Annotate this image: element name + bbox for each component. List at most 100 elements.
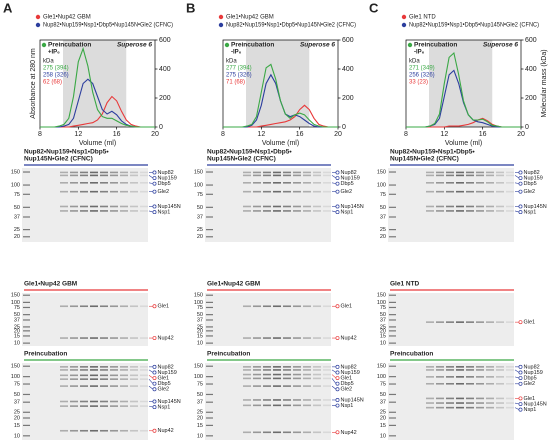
gel-band	[456, 210, 464, 212]
gel-band	[130, 429, 138, 432]
x-tick-label: 16	[296, 131, 304, 138]
gel-band	[80, 369, 88, 371]
legend-label: Preincubation	[48, 42, 91, 49]
band-marker	[335, 430, 340, 435]
gel-band	[70, 174, 78, 177]
gel-band	[426, 382, 434, 385]
gel-band	[273, 431, 281, 434]
gel-band	[506, 366, 514, 368]
y2-tick-label: 0	[525, 124, 529, 131]
gel-band	[283, 404, 291, 407]
gel-band	[323, 399, 331, 401]
gel-band	[466, 205, 474, 208]
gel-band	[253, 385, 261, 387]
gel-band	[70, 405, 78, 407]
ladder-label: 37	[380, 400, 386, 406]
gel-band	[506, 174, 514, 177]
gel-band	[466, 190, 474, 193]
gel-band	[243, 190, 251, 193]
band-pointer	[514, 369, 520, 373]
band-label: Gle2	[158, 189, 170, 195]
ladder-label: 15	[380, 333, 386, 339]
gel-band	[283, 431, 291, 434]
gel-band	[426, 376, 434, 378]
band-pointer	[331, 374, 337, 379]
gel-band	[243, 337, 251, 339]
panel-label: B	[186, 0, 195, 15]
gel-band	[313, 369, 321, 371]
x-tick-label: 12	[440, 131, 448, 138]
gel	[22, 168, 148, 242]
gel-band	[486, 376, 494, 378]
gel-band	[130, 182, 138, 184]
gel-band	[243, 385, 251, 387]
gel-band	[130, 378, 138, 380]
mass-label: 258 (326)	[43, 73, 69, 79]
gel-band	[253, 366, 261, 368]
gel	[205, 363, 331, 440]
gel-band	[303, 205, 311, 208]
gel-band	[253, 171, 261, 174]
legend-label: Nup82•Nup159•Nsp1•Dbp5•Nup145N•Gle2 (CFN…	[43, 23, 173, 29]
band-marker	[518, 370, 523, 375]
band-label: Nup82	[158, 364, 174, 370]
ladder-label: 75	[380, 305, 386, 311]
ladder-band	[206, 301, 213, 303]
band-label: Nup145N	[524, 401, 547, 407]
ladder-label: 10	[14, 341, 20, 347]
gel-band	[436, 376, 444, 378]
gel-band	[130, 385, 138, 387]
gel-band	[313, 205, 321, 208]
ladder-band	[206, 306, 213, 309]
ladder-band	[23, 383, 30, 385]
gel-band	[120, 374, 128, 377]
legend-marker	[401, 22, 407, 28]
band-label: Dbp5	[341, 381, 354, 387]
ladder-band	[206, 411, 213, 413]
gel-band	[253, 305, 261, 308]
gel-band	[60, 369, 68, 371]
band-marker	[335, 370, 340, 375]
ladder-band	[389, 401, 396, 403]
band-label: Nsp1	[341, 210, 354, 216]
band-marker	[335, 381, 340, 386]
x-tick-label: 8	[38, 131, 42, 138]
gel-band	[110, 205, 118, 208]
gel-band	[110, 369, 118, 371]
gel-band	[506, 406, 514, 409]
gel-band	[313, 337, 321, 339]
ladder-band	[206, 335, 213, 337]
gel-band	[110, 305, 118, 308]
gel-band	[80, 305, 88, 308]
gel-band	[426, 402, 434, 404]
gel-band	[456, 182, 464, 184]
gel-band	[476, 376, 484, 378]
gel-band	[303, 190, 311, 193]
gel-band	[80, 337, 88, 339]
ladder-band	[206, 206, 213, 208]
gel-band	[70, 182, 78, 184]
ladder-label: 25	[14, 410, 20, 416]
band-label: Nup159	[158, 175, 177, 181]
band-label: Nsp1	[341, 403, 354, 409]
gel-band	[253, 373, 261, 376]
ladder-band	[206, 393, 213, 396]
gel-band	[506, 205, 514, 208]
gel-band	[303, 174, 311, 177]
ladder-band	[389, 417, 396, 419]
gel-band	[426, 397, 434, 400]
gel-band	[100, 405, 108, 407]
mass-unit: kDa	[226, 59, 237, 65]
ladder-label: 50	[380, 205, 386, 211]
ladder-label: 15	[14, 333, 20, 339]
condition-label: +IP₆	[48, 50, 60, 56]
gel-band	[263, 404, 271, 407]
band-label: Nup42	[158, 428, 174, 434]
gel-band	[140, 174, 148, 177]
band-marker	[335, 364, 340, 369]
ladder-band	[389, 193, 396, 195]
gel-band	[273, 404, 281, 407]
ladder-label: 150	[194, 364, 203, 370]
gel-band	[140, 190, 148, 193]
ladder-band	[23, 206, 30, 208]
